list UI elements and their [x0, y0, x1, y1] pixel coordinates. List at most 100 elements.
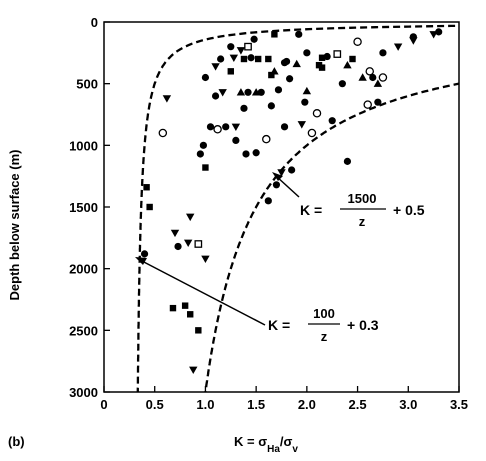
data-point-filled-circle [242, 150, 250, 158]
data-point-filled-circle [374, 98, 382, 106]
data-point-filled-triangle-down [218, 89, 227, 97]
data-point-filled-triangle-down [201, 255, 210, 263]
data-point-open-square [194, 240, 203, 248]
data-point-filled-circle [272, 181, 281, 189]
y-tick-label: 1000 [69, 138, 98, 153]
data-point-filled-triangle-down [393, 43, 403, 51]
data-point-filled-circle [303, 49, 311, 57]
data-point-filled-circle [206, 123, 215, 131]
data-point-filled-circle [199, 141, 207, 149]
y-tick-label: 500 [76, 77, 98, 92]
data-point-filled-triangle-down [211, 63, 220, 71]
data-point-filled-triangle-up [292, 59, 301, 68]
data-point-filled-circle [323, 52, 331, 61]
data-point-filled-circle [211, 92, 220, 100]
data-point-open-circle [213, 125, 222, 134]
data-point-filled-circle [343, 157, 352, 165]
lower-annotation-rhs: + 0.3 [347, 317, 379, 333]
x-axis-title-main: K = σ [234, 434, 267, 449]
x-tick-label: 1.5 [247, 397, 265, 412]
lower-annotation-denominator: z [321, 329, 328, 344]
lower-annotation-lhs: K = [268, 317, 290, 333]
data-point-filled-circle [264, 197, 272, 205]
data-point-filled-circle [338, 80, 346, 88]
data-point-filled-circle [232, 136, 240, 144]
upper-annotation-rhs: + 0.5 [393, 202, 425, 218]
x-axis-title-sub2: v [292, 444, 298, 455]
data-point-open-circle [378, 73, 388, 82]
lower-bound-annotation: K = 100 z + 0.3 [135, 257, 379, 344]
data-point-filled-triangle-down [231, 123, 241, 132]
data-point-filled-circle [295, 30, 303, 38]
lower-annotation-numerator: 100 [313, 306, 335, 321]
data-point-filled-square [227, 68, 234, 75]
data-point-filled-triangle-down [277, 169, 286, 177]
data-point-open-circle [365, 67, 374, 76]
y-tick-label: 2500 [69, 323, 98, 338]
data-point-open-square [333, 50, 342, 58]
x-axis-title-sub: Ha [267, 444, 280, 455]
data-point-filled-circle [282, 57, 291, 66]
data-point-filled-circle [247, 54, 255, 62]
data-point-filled-triangle-down [170, 229, 180, 238]
data-point-filled-circle [201, 73, 210, 82]
y-axis-title: Depth below surface (m) [7, 150, 22, 301]
bound-curves [136, 24, 459, 392]
data-point-filled-circle [217, 55, 225, 63]
data-point-filled-square [268, 71, 275, 79]
data-point-filled-square [349, 55, 356, 63]
data-point-filled-square [318, 64, 326, 71]
data-point-filled-triangle-up [236, 88, 246, 96]
x-tick-label: 1.0 [196, 397, 214, 412]
data-point-open-circle [353, 37, 362, 46]
x-axis-title: K = σHa/σv [234, 434, 298, 455]
x-axis: 0 0.5 1.0 1.5 2.0 2.5 3.0 3.5 [100, 386, 468, 412]
x-tick-label: 3.5 [450, 397, 468, 412]
y-axis: 0 500 1000 1500 2000 2500 3000 [69, 15, 110, 400]
data-point-filled-square [240, 55, 248, 63]
y-tick-label: 3000 [69, 385, 98, 400]
data-point-open-circle [158, 128, 168, 138]
data-point-filled-circle [288, 166, 296, 174]
data-point-filled-triangle-up [358, 73, 367, 81]
data-point-filled-square [146, 203, 153, 211]
data-point-filled-circle [252, 149, 260, 157]
data-point-filled-circle [267, 102, 275, 110]
data-point-filled-circle [328, 117, 336, 125]
data-point-filled-triangle-down [189, 366, 198, 374]
data-point-filled-square [318, 54, 326, 61]
data-point-filled-square [143, 184, 150, 191]
data-points [140, 28, 443, 374]
data-point-filled-triangle-down [229, 54, 239, 62]
x-axis-title-mid: /σ [280, 434, 293, 449]
x-tick-label: 2.0 [298, 397, 316, 412]
data-point-open-square [244, 42, 252, 51]
data-point-filled-circle [140, 250, 149, 258]
data-point-open-circle [312, 109, 322, 118]
x-tick-label: 0 [100, 397, 107, 412]
data-point-filled-circle [379, 49, 387, 57]
lower-annotation-arrow-head [135, 257, 147, 265]
data-point-filled-circle [196, 150, 204, 158]
data-point-open-circle [307, 128, 317, 138]
x-tick-label: 3.0 [399, 397, 417, 412]
data-point-filled-triangle-up [302, 86, 312, 95]
data-point-filled-triangle-up [343, 60, 352, 69]
x-tick-label: 2.5 [349, 397, 367, 412]
data-point-filled-circle [301, 98, 309, 106]
data-point-filled-square [181, 302, 189, 309]
data-point-filled-circle [222, 123, 230, 131]
data-point-filled-square [195, 327, 202, 334]
data-point-filled-square [169, 304, 177, 312]
data-point-filled-circle [435, 28, 443, 36]
y-tick-label: 0 [91, 15, 98, 30]
data-point-filled-triangle-down [186, 213, 195, 222]
upper-bound-annotation: K = 1500 z + 0.5 [272, 172, 425, 229]
data-point-filled-triangle-down [183, 239, 193, 247]
upper-bound-curve [204, 82, 459, 392]
data-point-filled-triangle-up [270, 67, 279, 75]
data-point-open-circle [262, 134, 271, 144]
data-point-filled-circle [174, 242, 182, 251]
upper-annotation-arrow-line [275, 175, 300, 198]
data-point-filled-square [187, 311, 194, 318]
